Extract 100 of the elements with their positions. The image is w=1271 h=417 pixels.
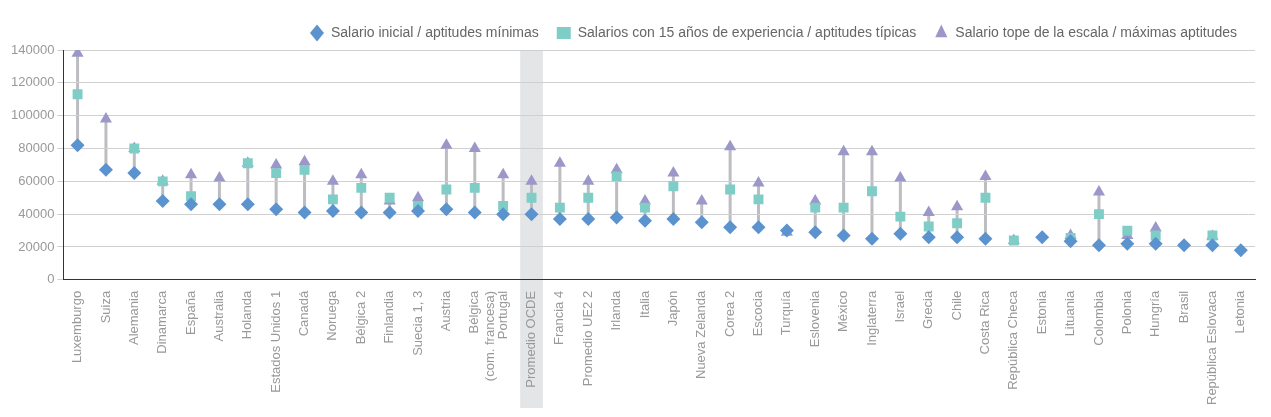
point: [525, 174, 538, 185]
legend-label: Salario tope de la escala / máximas aptitudes: [955, 23, 1238, 40]
x-tick-label: Bélgica (com. francesa): [466, 290, 497, 382]
x-tick-label: Suecia 1, 3: [409, 290, 425, 356]
point: [325, 203, 340, 218]
x-tick-label: Bélgica 2: [352, 290, 368, 345]
x-tick-label: República Checa: [1005, 290, 1021, 390]
point: [552, 212, 567, 227]
point: [270, 157, 283, 169]
point: [1091, 238, 1106, 253]
point: [213, 171, 226, 182]
point: [184, 167, 198, 179]
point: [326, 174, 339, 185]
point: [837, 144, 850, 156]
x-tick-label: Costa Rica: [977, 290, 993, 355]
point: [611, 171, 622, 182]
point: [1148, 236, 1163, 251]
y-tick-label: 100000: [10, 107, 55, 123]
point: [638, 213, 652, 228]
x-tick-label: Promedio OCDE: [523, 290, 539, 388]
point: [240, 197, 255, 212]
point: [950, 230, 965, 245]
point: [327, 194, 338, 205]
point: [695, 194, 708, 205]
y-tick-label: 140000: [10, 41, 55, 57]
point: [127, 166, 142, 181]
point: [467, 205, 482, 220]
point: [668, 181, 679, 192]
point: [838, 202, 849, 213]
point: [867, 186, 877, 197]
x-tick-label: Dinamarca: [154, 290, 170, 354]
point: [411, 203, 426, 218]
point: [894, 171, 907, 182]
x-tick-label: Francia 4: [551, 290, 567, 346]
point: [469, 182, 480, 193]
point: [411, 190, 425, 202]
point: [979, 169, 992, 180]
point: [440, 138, 453, 149]
point: [694, 215, 709, 230]
point: [554, 202, 565, 213]
point: [951, 199, 964, 211]
x-tick-label: Israel: [891, 290, 907, 323]
x-tick-label: Lituania: [1062, 290, 1078, 337]
x-tick-label: Holanda: [239, 290, 255, 340]
legend-label: Salario inicial / aptitudes mínimas: [330, 23, 539, 40]
point: [752, 175, 765, 187]
point: [299, 164, 310, 175]
y-tick-label: 120000: [10, 74, 55, 90]
x-tick-label: Promedio UE2 2: [579, 290, 595, 387]
x-tick-label: Colombia: [1090, 290, 1106, 346]
point: [382, 205, 397, 220]
point: [1233, 243, 1248, 258]
point: [893, 226, 908, 241]
point: [524, 207, 539, 222]
x-tick-label: Australia: [211, 290, 226, 342]
point: [497, 167, 510, 179]
x-tick-label: España: [182, 290, 198, 335]
x-tick-label: Turquía: [778, 290, 794, 336]
x-tick-label: Canadá: [296, 290, 312, 337]
x-tick-label: Escocia: [750, 290, 766, 337]
point: [1063, 234, 1078, 249]
point: [810, 202, 821, 213]
y-tick-label: 40000: [18, 205, 55, 221]
y-tick-label: 60000: [18, 172, 55, 188]
point: [724, 139, 737, 151]
point: [609, 210, 624, 225]
point: [952, 218, 963, 229]
point: [808, 225, 823, 240]
point: [70, 138, 85, 153]
x-tick-label: Alemania: [125, 290, 141, 346]
point: [356, 182, 367, 193]
point: [836, 228, 851, 243]
x-tick-label: Suiza: [97, 290, 113, 324]
point: [581, 212, 596, 227]
y-tick-label: 80000: [18, 140, 55, 156]
point: [865, 144, 879, 156]
point: [725, 184, 736, 195]
x-tick-label: Austria: [437, 290, 453, 332]
point: [923, 221, 934, 232]
x-tick-label: Letonia: [1232, 290, 1248, 334]
point: [297, 205, 312, 220]
x-tick-label: Italia: [636, 290, 652, 319]
point: [667, 166, 680, 177]
x-tick-label: Inglaterra: [863, 290, 879, 346]
x-tick-label: República Eslovaca: [1204, 290, 1220, 406]
point: [468, 141, 481, 152]
point: [1092, 185, 1106, 196]
x-tick-label: Chile: [948, 290, 964, 321]
point: [582, 174, 595, 185]
x-tick-label: Grecia: [920, 290, 936, 330]
point: [921, 230, 936, 245]
point: [298, 154, 311, 166]
point: [439, 202, 454, 217]
x-tick-label: México: [835, 290, 851, 333]
x-tick-label: Irlanda: [608, 290, 624, 331]
point: [269, 202, 284, 217]
point: [496, 207, 511, 222]
point: [753, 194, 764, 205]
point: [441, 184, 452, 195]
point: [553, 156, 566, 167]
